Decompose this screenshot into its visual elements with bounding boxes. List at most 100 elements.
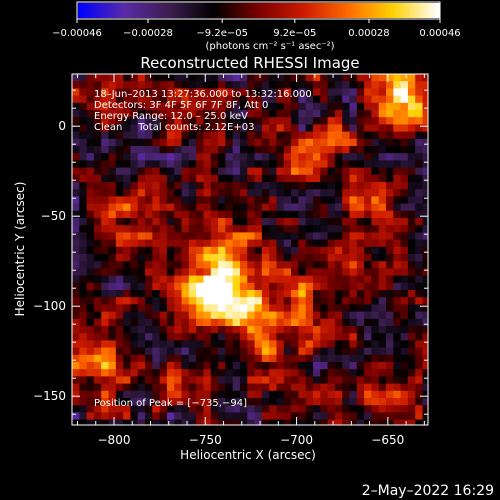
heatmap-cell	[108, 124, 117, 133]
heatmap-cell	[261, 297, 270, 305]
heatmap-cell	[254, 333, 263, 341]
heatmap-cell	[415, 131, 424, 140]
heatmap-cell	[334, 412, 343, 421]
heatmap-cell	[247, 246, 256, 255]
heatmap-cell	[181, 311, 190, 320]
heatmap-cell	[254, 88, 263, 97]
heatmap-cell	[225, 232, 234, 241]
heatmap-cell	[291, 146, 299, 154]
heatmap-cell	[130, 138, 139, 147]
heatmap-cell	[108, 318, 117, 327]
heatmap-cell	[93, 412, 102, 421]
heatmap-cell	[407, 232, 416, 241]
heatmap-cell	[239, 275, 248, 284]
heatmap-cell	[407, 218, 416, 226]
heatmap-cell	[247, 383, 256, 392]
colorbar-swatch	[231, 3, 236, 18]
heatmap-cell	[334, 419, 343, 426]
heatmap-cell	[174, 88, 183, 97]
heatmap-cell	[210, 110, 219, 118]
heatmap-cell	[247, 290, 256, 298]
heatmap-cell	[320, 311, 329, 320]
heatmap-cell	[327, 95, 336, 104]
colorbar-swatch	[207, 3, 211, 18]
heatmap-cell	[269, 311, 277, 320]
heatmap-cell	[123, 275, 131, 284]
heatmap-cell	[174, 146, 183, 154]
heatmap-cell	[283, 210, 292, 219]
heatmap-cell	[378, 340, 387, 349]
heatmap-cell	[407, 74, 416, 82]
heatmap-cell	[218, 340, 226, 349]
heatmap-cell	[115, 383, 124, 392]
heatmap-cell	[101, 225, 110, 233]
heatmap-cell	[400, 124, 409, 133]
heatmap-cell	[371, 304, 380, 313]
heatmap-cell	[101, 189, 110, 197]
heatmap-cell	[305, 419, 314, 426]
heatmap-cell	[203, 369, 212, 377]
heatmap-cell	[305, 275, 314, 284]
heatmap-cell	[166, 419, 175, 426]
heatmap-cell	[247, 398, 256, 406]
heatmap-cell	[407, 354, 416, 363]
heatmap-cell	[261, 405, 270, 413]
heatmap-cell	[334, 74, 343, 82]
heatmap-cell	[283, 225, 292, 233]
heatmap-cell	[174, 369, 183, 377]
heatmap-cell	[130, 153, 139, 161]
heatmap-cell	[218, 146, 226, 154]
heatmap-cell	[130, 196, 139, 205]
heatmap-cell	[247, 153, 256, 161]
heatmap-cell	[225, 405, 234, 413]
heatmap-cell	[196, 311, 204, 320]
colorbar-swatch	[414, 3, 419, 18]
heatmap-cell	[93, 419, 102, 426]
heatmap-cell	[327, 225, 336, 233]
heatmap-cell	[312, 124, 321, 133]
heatmap-cell	[269, 117, 277, 125]
heatmap-cell	[342, 74, 350, 82]
heatmap-cell	[342, 333, 350, 341]
heatmap-cell	[371, 74, 380, 82]
heatmap-cell	[386, 254, 394, 262]
heatmap-cell	[79, 182, 88, 190]
heatmap-cell	[261, 268, 270, 277]
heatmap-cell	[93, 362, 102, 370]
heatmap-cell	[269, 210, 277, 219]
heatmap-cell	[320, 146, 329, 154]
heatmap-cell	[93, 95, 102, 104]
colorbar-swatch	[387, 3, 392, 18]
heatmap-cell	[79, 304, 88, 313]
heatmap-cell	[188, 354, 197, 363]
heatmap-cell	[86, 419, 95, 426]
heatmap-cell	[79, 282, 88, 291]
heatmap-cell	[196, 282, 204, 291]
heatmap-cell	[203, 333, 212, 341]
colorbar-swatch	[306, 3, 311, 18]
colorbar-swatch	[102, 3, 106, 18]
heatmap-cell	[210, 333, 219, 341]
heatmap-cell	[393, 131, 402, 140]
heatmap-cell	[166, 268, 175, 277]
heatmap-cell	[115, 131, 124, 140]
heatmap-cell	[152, 138, 161, 147]
heatmap-cell	[415, 225, 424, 233]
heatmap-cell	[152, 275, 161, 284]
heatmap-cell	[334, 167, 343, 176]
heatmap-cell	[415, 117, 424, 125]
heatmap-cell	[130, 347, 139, 356]
heatmap-cell	[305, 95, 314, 104]
heatmap-cell	[115, 182, 124, 190]
heatmap-cell	[203, 326, 212, 334]
heatmap-cell	[188, 131, 197, 140]
heatmap-cell	[101, 74, 110, 82]
heatmap-cell	[407, 261, 416, 269]
heatmap-cell	[276, 297, 285, 305]
heatmap-cell	[298, 333, 307, 341]
heatmap-cell	[400, 412, 409, 421]
heatmap-cell	[364, 174, 372, 183]
colorbar-swatch	[366, 3, 371, 18]
heatmap-cell	[261, 196, 270, 205]
heatmap-cell	[93, 189, 102, 197]
